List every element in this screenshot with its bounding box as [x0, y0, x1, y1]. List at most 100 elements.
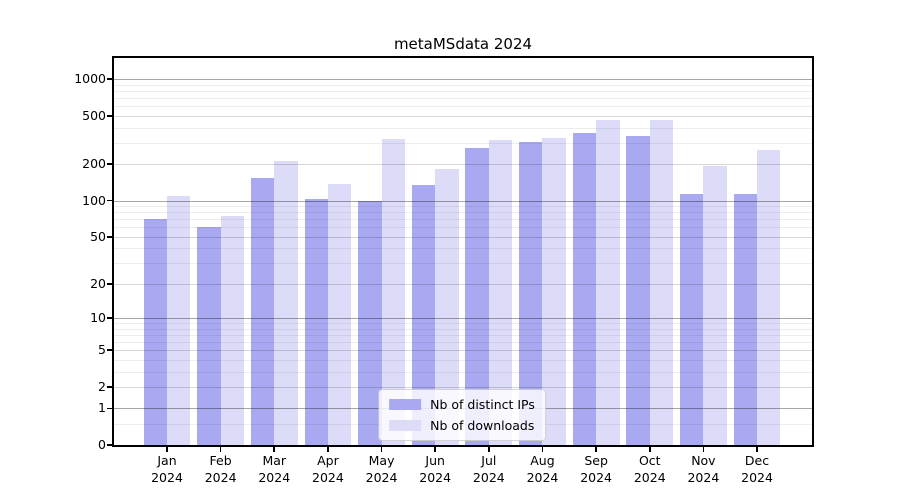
x-tick-mark [273, 447, 276, 452]
legend-item-distinct-ips: Nb of distinct IPs [389, 397, 535, 412]
x-tick-label-oct: Oct 2024 [618, 452, 682, 486]
y-tick-label: 100 [82, 192, 106, 208]
x-tick-mark [702, 447, 705, 452]
ips-bar-mar [250, 177, 275, 445]
y-tick-mark [107, 407, 112, 410]
y-gridline-minor [114, 371, 812, 373]
y-tick-mark [107, 349, 112, 351]
x-tick-label-year: 2024 [633, 470, 666, 485]
y-tick-mark [107, 317, 112, 319]
y-gridline-minor [114, 323, 812, 325]
ips-bar-sep [572, 133, 597, 445]
x-tick-label-month: Sep [584, 453, 608, 468]
x-tick-label-month: Oct [638, 453, 661, 468]
x-tick-label-sep: Sep 2024 [564, 452, 628, 486]
x-tick-label-nov: Nov 2024 [671, 452, 735, 486]
y-gridline-minor [114, 334, 812, 336]
ips-bar-aug [519, 142, 543, 445]
x-tick-mark [327, 447, 329, 452]
x-tick-label-month: Mar [262, 453, 287, 468]
y-gridline-minor [114, 227, 812, 229]
ips-bar-jan [143, 219, 167, 445]
downloads-bar-oct [649, 120, 674, 445]
x-tick-mark [541, 447, 544, 452]
x-tick-label-year: 2024 [151, 470, 183, 485]
gridlines-layer [114, 58, 812, 445]
downloads-bar-nov [703, 165, 727, 445]
y-gridline [114, 164, 812, 166]
ips-bar-jul [465, 148, 489, 445]
y-gridline [114, 236, 812, 238]
downloads-bar-may [381, 138, 405, 445]
x-tick-label-month: Apr [317, 453, 339, 468]
y-gridline-minor [114, 98, 812, 100]
y-tick-label: 1 [98, 400, 106, 416]
y-tick-mark [107, 386, 112, 388]
x-tick-label-year: 2024 [687, 470, 720, 485]
ips-bar-apr [304, 198, 328, 445]
y-tick-label: 50 [90, 228, 106, 244]
ips-bar-jun [411, 184, 436, 445]
y-gridline-minor [114, 263, 812, 265]
y-tick-label: 10 [90, 310, 106, 326]
bars-layer [114, 58, 812, 445]
ips-bar-oct [626, 136, 650, 445]
x-tick-mark [434, 447, 436, 452]
x-tick-label-aug: Aug 2024 [510, 452, 574, 486]
x-tick-mark [219, 447, 222, 452]
x-tick-label-month: Feb [209, 453, 232, 468]
y-tick-label: 5 [98, 342, 106, 358]
y-gridline [114, 350, 812, 352]
y-tick-label: 0 [98, 437, 106, 452]
x-tick-label-year: 2024 [365, 470, 398, 485]
x-tick-label-month: Aug [530, 453, 555, 468]
y-gridline [114, 318, 812, 320]
x-tick-label-year: 2024 [419, 470, 452, 485]
x-tick-label-year: 2024 [526, 470, 559, 485]
x-tick-label-year: 2024 [741, 470, 773, 485]
y-tick-label: 500 [82, 107, 106, 123]
ips-bar-feb [197, 227, 221, 445]
ips-bar-nov [680, 194, 704, 445]
downloads-bar-feb [220, 215, 245, 445]
y-tick-mark [107, 236, 112, 238]
x-tick-label-mar: Mar 2024 [242, 452, 306, 486]
y-tick-mark [107, 444, 112, 446]
y-gridline [114, 200, 812, 202]
x-tick-label-month: Dec [744, 453, 770, 468]
y-gridline-minor [114, 127, 812, 129]
y-gridline-minor [114, 328, 812, 330]
downloads-bar-apr [327, 184, 352, 445]
x-tick-mark [380, 447, 383, 452]
x-tick-label-month: Jun [425, 453, 445, 468]
legend-label-distinct-ips: Nb of distinct IPs [430, 397, 535, 412]
y-gridline-minor [114, 206, 812, 208]
y-gridline-minor [114, 106, 812, 108]
y-tick-mark [107, 115, 112, 117]
y-gridline [114, 283, 812, 285]
downloads-bar-sep [596, 119, 620, 445]
x-tick-label-month: Nov [691, 453, 716, 468]
x-tick-label-jul: Jul 2024 [457, 452, 521, 486]
plot-area: Nb of distinct IPs Nb of downloads [114, 58, 812, 445]
downloads-bar-mar [274, 161, 298, 445]
downloads-bar-dec [757, 150, 781, 445]
x-tick-mark [166, 447, 168, 452]
y-gridline-minor [114, 248, 812, 250]
downloads-bar-jul [488, 140, 513, 445]
x-tick-label-month: Jul [481, 453, 497, 468]
x-tick-label-year: 2024 [312, 470, 344, 485]
x-tick-mark [756, 447, 758, 452]
downloads-bar-aug [542, 137, 566, 445]
downloads-bar-jun [435, 169, 459, 445]
y-tick-mark [107, 163, 112, 166]
y-gridline [114, 79, 812, 81]
y-gridline [114, 115, 812, 117]
y-gridline-minor [114, 91, 812, 93]
ips-bar-may [358, 200, 382, 445]
x-tick-mark [648, 447, 651, 452]
x-tick-label-jun: Jun 2024 [403, 452, 467, 486]
y-tick-label: 200 [82, 156, 106, 172]
y-tick-label: 1000 [74, 71, 106, 87]
